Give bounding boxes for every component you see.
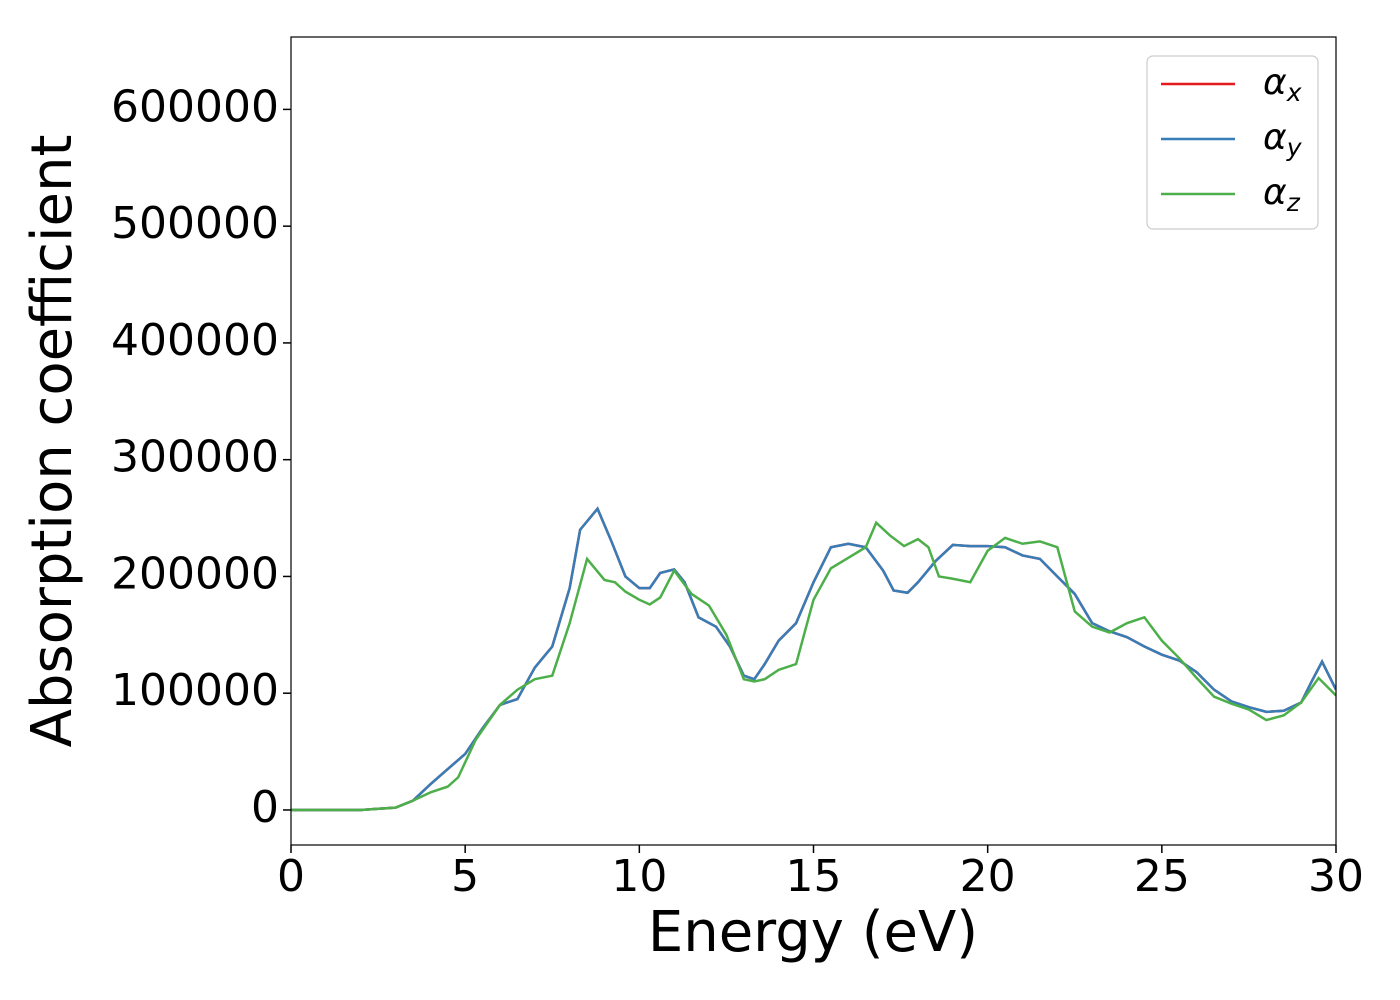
x-tick-label: 25 (1134, 851, 1190, 902)
x-tick-label: 15 (786, 851, 842, 902)
y-tick-label: 200000 (111, 548, 279, 599)
x-tick-label: 10 (611, 851, 667, 902)
x-tick-label: 20 (960, 851, 1016, 902)
y-tick-label: 500000 (111, 198, 279, 249)
x-tick-label: 0 (277, 851, 305, 902)
y-axis-label: Absorption coefficient (20, 135, 85, 748)
y-tick-label: 600000 (111, 81, 279, 132)
legend-box (1146, 55, 1319, 230)
legend-label: αz (1263, 172, 1301, 217)
legend-label: αy (1263, 117, 1303, 162)
x-tick-label: 30 (1308, 851, 1364, 902)
y-tick-label: 100000 (111, 665, 279, 716)
data-line (291, 506, 1336, 812)
x-tick-label: 5 (451, 851, 479, 902)
x-axis-label: Energy (eV) (648, 900, 978, 965)
y-tick-label: 400000 (111, 315, 279, 366)
plot-frame (290, 36, 1337, 846)
y-tick-label: 300000 (111, 432, 279, 483)
legend-label: αx (1263, 62, 1302, 107)
data-line (291, 520, 1336, 812)
y-tick-label: 0 (251, 782, 279, 833)
